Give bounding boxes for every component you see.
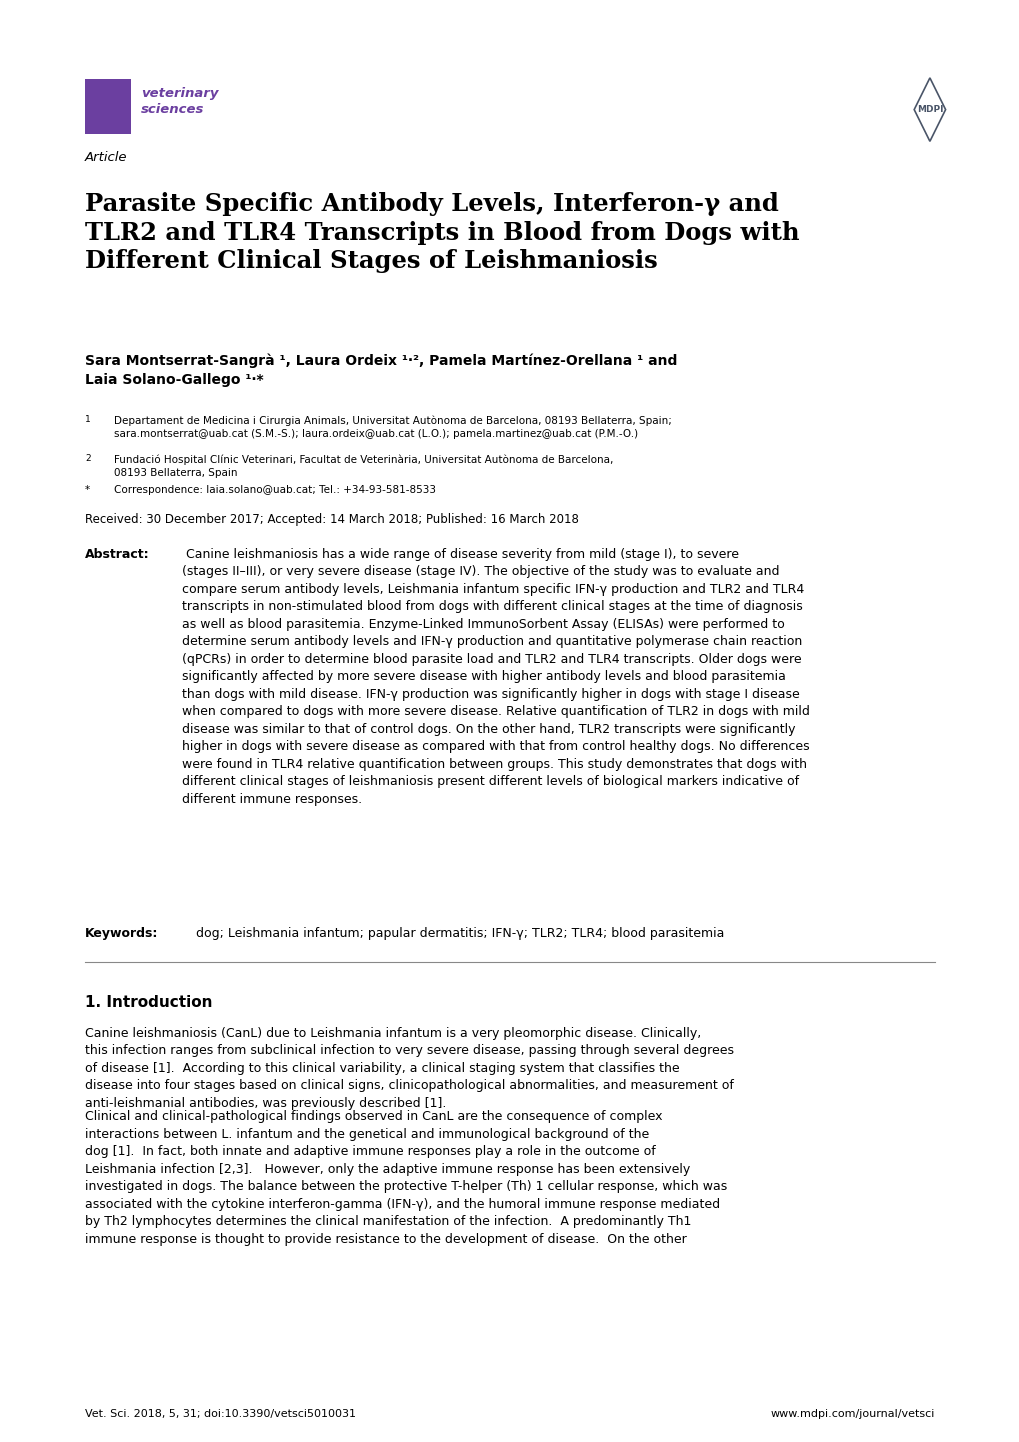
Text: veterinary
sciences: veterinary sciences xyxy=(141,87,218,115)
Text: dog; Leishmania infantum; papular dermatitis; IFN-γ; TLR2; TLR4; blood parasitem: dog; Leishmania infantum; papular dermat… xyxy=(192,927,723,940)
Text: Received: 30 December 2017; Accepted: 14 March 2018; Published: 16 March 2018: Received: 30 December 2017; Accepted: 14… xyxy=(85,513,579,526)
Text: Canine leishmaniosis (CanL) due to Leishmania infantum is a very pleomorphic dis: Canine leishmaniosis (CanL) due to Leish… xyxy=(85,1027,734,1110)
Text: Abstract:: Abstract: xyxy=(85,548,150,561)
Text: Sara Montserrat-Sangrà ¹, Laura Ordeix ¹‧², Pamela Martínez-Orellana ¹ and
Laia : Sara Montserrat-Sangrà ¹, Laura Ordeix ¹… xyxy=(85,353,677,388)
Text: 1: 1 xyxy=(85,415,91,424)
Text: Clinical and clinical-pathological findings observed in CanL are the consequence: Clinical and clinical-pathological findi… xyxy=(85,1110,727,1246)
Text: Article: Article xyxy=(85,151,127,164)
FancyBboxPatch shape xyxy=(85,79,130,134)
Text: Correspondence: laia.solano@uab.cat; Tel.: +34-93-581-8533: Correspondence: laia.solano@uab.cat; Tel… xyxy=(113,485,435,495)
Text: Parasite Specific Antibody Levels, Interferon-γ and
TLR2 and TLR4 Transcripts in: Parasite Specific Antibody Levels, Inter… xyxy=(85,192,799,274)
Text: www.mdpi.com/journal/vetsci: www.mdpi.com/journal/vetsci xyxy=(770,1409,934,1419)
Text: Canine leishmaniosis has a wide range of disease severity from mild (stage I), t: Canine leishmaniosis has a wide range of… xyxy=(181,548,809,806)
Text: MDPI: MDPI xyxy=(916,105,943,114)
Text: Departament de Medicina i Cirurgia Animals, Universitat Autònoma de Barcelona, 0: Departament de Medicina i Cirurgia Anima… xyxy=(113,415,671,438)
Text: Fundació Hospital Clínic Veterinari, Facultat de Veterinària, Universitat Autòno: Fundació Hospital Clínic Veterinari, Fac… xyxy=(113,454,612,477)
Text: 2: 2 xyxy=(85,454,91,463)
Text: 1. Introduction: 1. Introduction xyxy=(85,995,212,1009)
Text: Keywords:: Keywords: xyxy=(85,927,158,940)
Text: *: * xyxy=(85,485,90,495)
Text: Vet. Sci. 2018, 5, 31; doi:10.3390/vetsci5010031: Vet. Sci. 2018, 5, 31; doi:10.3390/vetsc… xyxy=(85,1409,356,1419)
